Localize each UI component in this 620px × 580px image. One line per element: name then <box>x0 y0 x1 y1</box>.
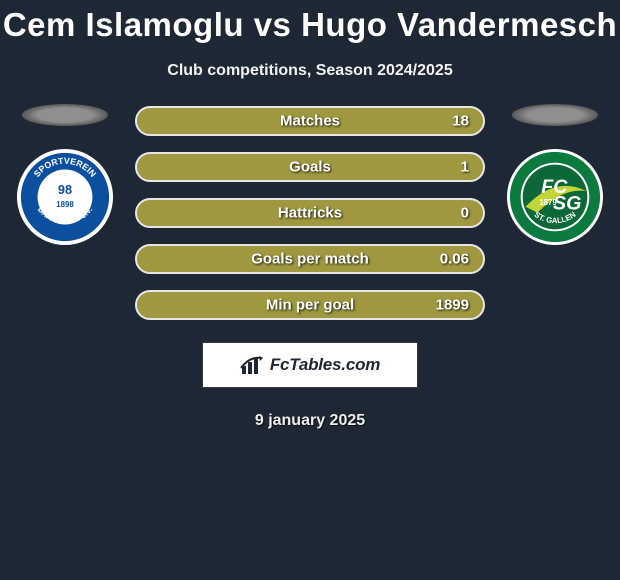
stat-label: Goals per match <box>251 251 369 268</box>
stats-column: Matches 18 Goals 1 Hattricks 0 Goals per… <box>135 106 485 320</box>
darmstadt-logo-icon: SPORTVEREIN DARMSTADT e.V. 98 1898 <box>16 148 114 246</box>
svg-text:SG: SG <box>553 193 581 215</box>
stat-row-hattricks: Hattricks 0 <box>135 198 485 228</box>
stat-right-value: 1899 <box>436 297 469 314</box>
stat-label: Min per goal <box>266 297 354 314</box>
stat-label: Goals <box>289 159 331 176</box>
left-club-logo: SPORTVEREIN DARMSTADT e.V. 98 1898 <box>16 148 114 246</box>
brand-box[interactable]: FcTables.com <box>202 342 418 388</box>
right-club-column: FC SG 1879 ST. GALLEN <box>505 102 605 246</box>
right-player-ellipse <box>512 104 598 126</box>
comparison-card: Cem Islamoglu vs Hugo Vandermesch Club c… <box>0 0 620 580</box>
stat-right-value: 0 <box>461 205 469 222</box>
stat-right-value: 1 <box>461 159 469 176</box>
stat-row-goals: Goals 1 <box>135 152 485 182</box>
svg-text:1879: 1879 <box>539 198 557 207</box>
stat-row-goals-per-match: Goals per match 0.06 <box>135 244 485 274</box>
stat-label: Hattricks <box>278 205 342 222</box>
stat-row-matches: Matches 18 <box>135 106 485 136</box>
left-player-ellipse <box>22 104 108 126</box>
stat-row-min-per-goal: Min per goal 1899 <box>135 290 485 320</box>
subtitle: Club competitions, Season 2024/2025 <box>0 62 620 80</box>
st-gallen-logo-icon: FC SG 1879 ST. GALLEN <box>506 148 604 246</box>
brand-text: FcTables.com <box>270 355 380 375</box>
right-club-logo: FC SG 1879 ST. GALLEN <box>506 148 604 246</box>
date-line: 9 january 2025 <box>0 412 620 430</box>
svg-text:1898: 1898 <box>56 200 74 209</box>
page-title: Cem Islamoglu vs Hugo Vandermesch <box>0 0 620 44</box>
bar-chart-icon <box>240 354 266 376</box>
stat-right-value: 18 <box>452 113 469 130</box>
svg-text:98: 98 <box>58 182 72 197</box>
stat-label: Matches <box>280 113 340 130</box>
stat-right-value: 0.06 <box>440 251 469 268</box>
body-row: SPORTVEREIN DARMSTADT e.V. 98 1898 Match… <box>0 102 620 320</box>
left-club-column: SPORTVEREIN DARMSTADT e.V. 98 1898 <box>15 102 115 246</box>
